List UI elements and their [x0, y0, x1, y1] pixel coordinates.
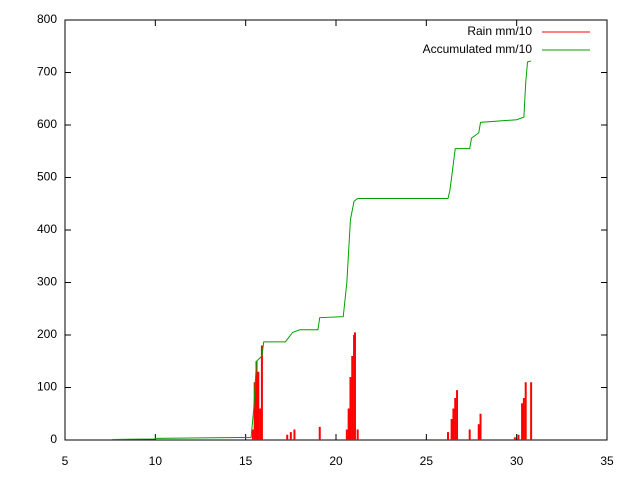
y-tick-label: 700	[37, 65, 57, 79]
legend-label: Accumulated mm/10	[423, 42, 533, 56]
y-tick-label: 500	[37, 170, 57, 184]
x-tick-label: 10	[149, 454, 163, 468]
y-tick-label: 200	[37, 327, 57, 341]
x-tick-label: 35	[600, 454, 614, 468]
x-tick-label: 25	[420, 454, 434, 468]
legend-label: Rain mm/10	[467, 24, 532, 38]
y-tick-label: 600	[37, 117, 57, 131]
x-tick-label: 30	[510, 454, 524, 468]
y-tick-label: 0	[50, 432, 57, 446]
y-tick-label: 100	[37, 380, 57, 394]
accumulated-line	[111, 60, 532, 440]
x-tick-label: 15	[239, 454, 253, 468]
x-tick-label: 5	[62, 454, 69, 468]
y-tick-label: 800	[37, 12, 57, 26]
y-tick-label: 400	[37, 222, 57, 236]
y-tick-label: 300	[37, 275, 57, 289]
x-tick-label: 20	[329, 454, 343, 468]
